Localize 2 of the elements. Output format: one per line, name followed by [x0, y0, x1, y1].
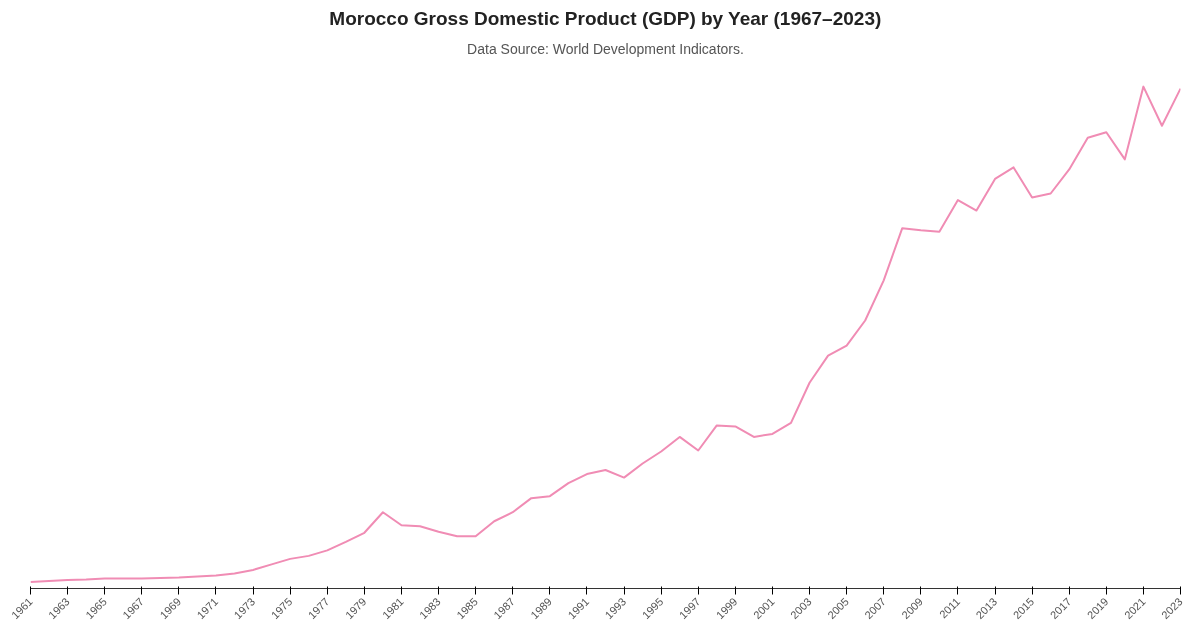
chart-title: Morocco Gross Domestic Product (GDP) by Year (1967–2023) [329, 7, 882, 29]
chart-subtitle: Data Source: World Development Indicators. [467, 40, 744, 57]
